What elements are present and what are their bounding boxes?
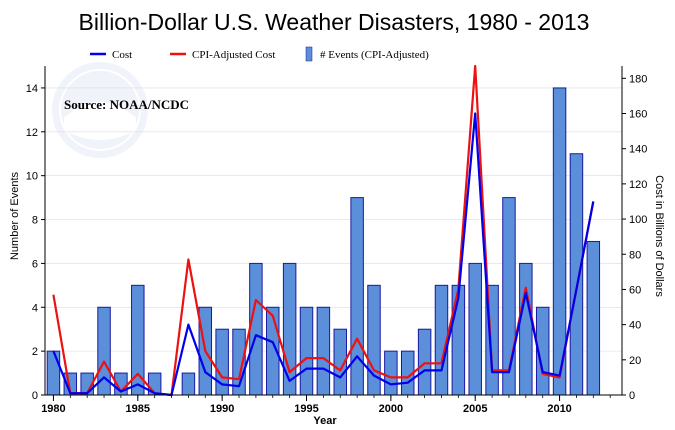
chart-title: Billion-Dollar U.S. Weather Disasters, 1…: [79, 9, 590, 35]
event-bar: [519, 262, 533, 396]
x-tick-label: 2010: [547, 403, 571, 415]
x-tick-label: 1980: [41, 403, 65, 415]
event-bar: [249, 262, 263, 396]
y-left-tick-label: 4: [32, 302, 38, 314]
event-bar: [586, 240, 601, 396]
legend: Cost CPI-Adjusted Cost # Events (CPI-Adj…: [90, 46, 429, 62]
event-bar: [384, 350, 398, 396]
y-right-tick-label: 40: [629, 320, 641, 332]
event-bar: [468, 262, 482, 396]
series-line: [52, 112, 595, 397]
source-note: Source: NOAA/NCDC: [64, 97, 189, 112]
y-left-tick-label: 6: [32, 258, 38, 270]
y-left-label: Number of Events: [9, 171, 21, 260]
event-bar: [350, 197, 364, 396]
event-bar: [181, 372, 196, 396]
legend-events-swatch: [305, 46, 313, 62]
y-right-tick-label: 120: [629, 179, 647, 191]
y-right-tick-label: 180: [629, 73, 647, 85]
legend-events-label: # Events (CPI-Adjusted): [320, 49, 429, 61]
event-bar: [569, 153, 584, 396]
y-right-tick-label: 0: [629, 390, 635, 402]
event-bar: [282, 262, 297, 396]
event-bar: [417, 328, 432, 396]
y-left-tick-label: 14: [26, 83, 38, 95]
y-left-tick-label: 12: [26, 127, 38, 139]
x-tick-label: 2000: [379, 403, 403, 415]
y-right-tick-label: 140: [629, 144, 647, 156]
event-bar: [299, 306, 314, 396]
y-right-tick-label: 80: [629, 249, 641, 261]
x-tick-label: 1990: [210, 403, 234, 415]
y-right-tick-label: 100: [629, 214, 647, 226]
x-axis-label: Year: [313, 415, 337, 427]
cost-lines: [52, 64, 595, 397]
series-line: [52, 64, 595, 397]
y-right-tick-label: 20: [629, 355, 641, 367]
y-right-tick-label: 60: [629, 284, 641, 296]
y-left-tick-label: 2: [32, 346, 38, 358]
y-right-label: Cost in Billions of Dollars: [653, 175, 665, 297]
event-bar: [316, 306, 331, 396]
noaa-watermark: [52, 62, 148, 158]
y-left-tick-label: 0: [32, 390, 38, 402]
y-right-tick-label: 160: [629, 109, 647, 121]
legend-cost-label: Cost: [112, 49, 132, 61]
x-tick-label: 1985: [126, 403, 150, 415]
y-left-tick-label: 10: [26, 171, 38, 183]
y-left-tick-label: 8: [32, 215, 38, 227]
x-tick-label: 1995: [294, 403, 318, 415]
x-tick-label: 2005: [463, 403, 487, 415]
legend-cpi-label: CPI-Adjusted Cost: [192, 49, 275, 61]
event-bar: [46, 350, 61, 396]
